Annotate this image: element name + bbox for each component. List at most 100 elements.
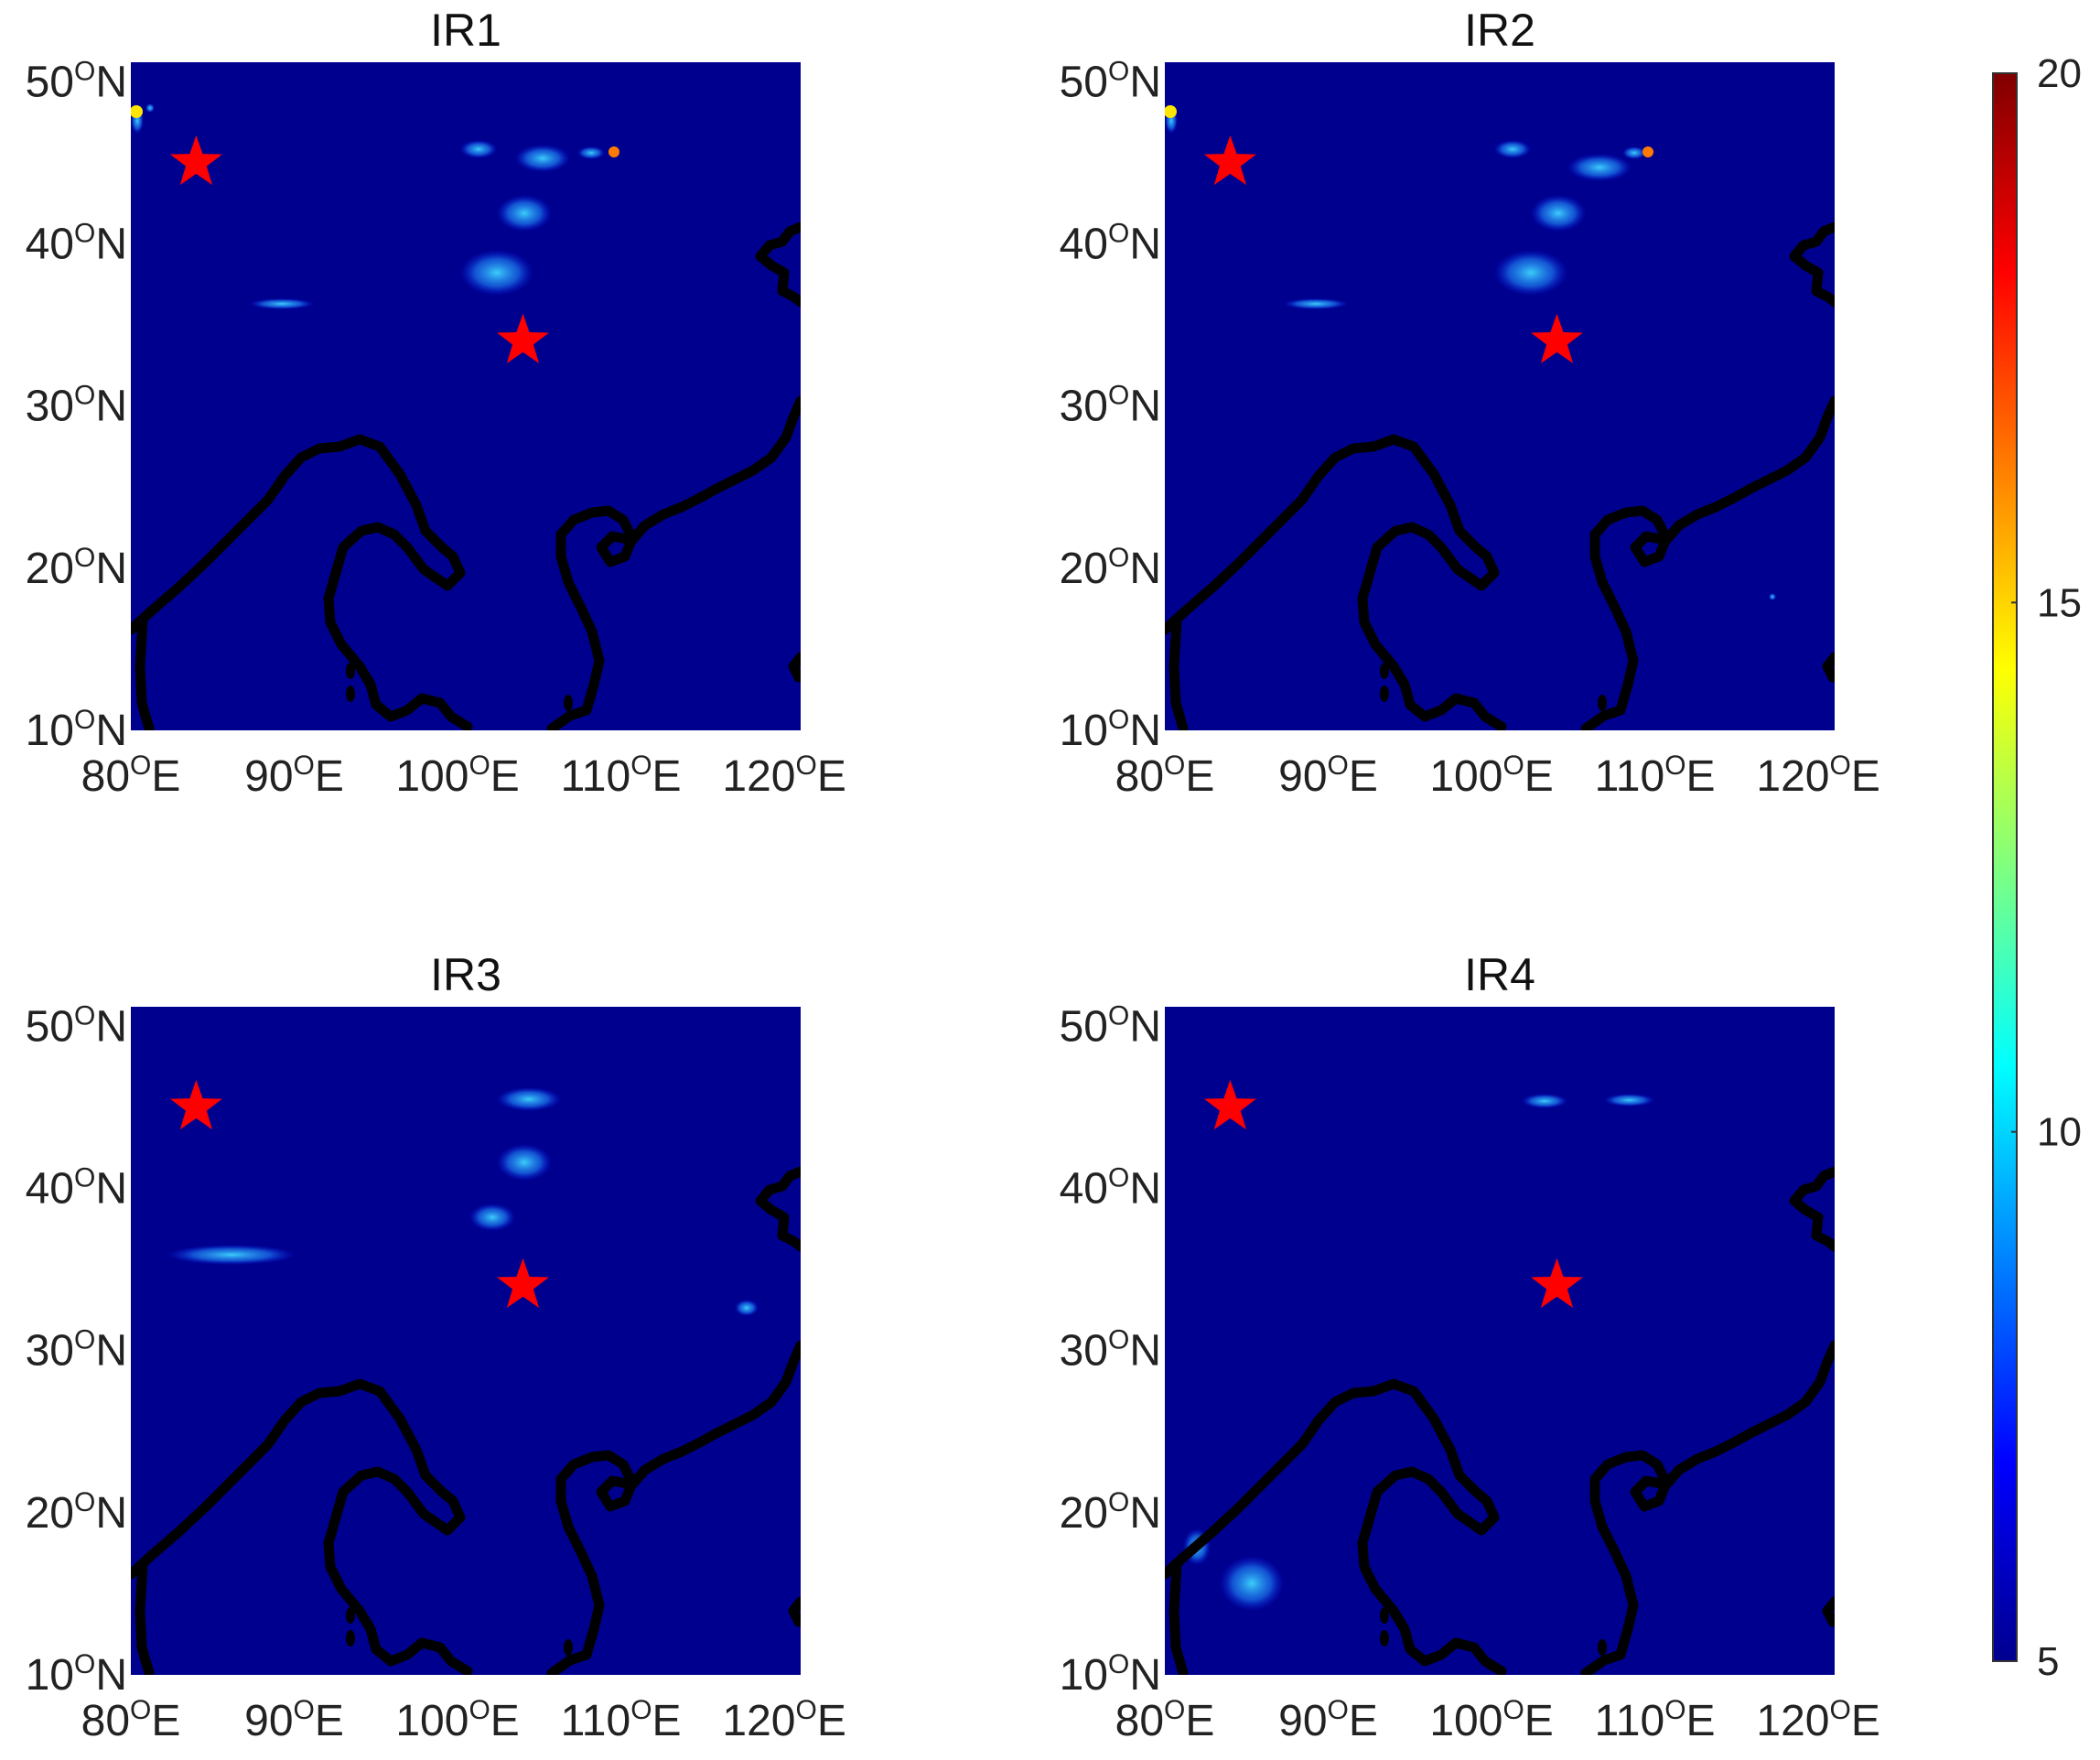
data-hotspot [460, 250, 533, 296]
coastline [1822, 652, 1835, 683]
lat-tick-label: 50ON [1060, 1000, 1161, 1051]
data-hotspot [1769, 593, 1776, 600]
panel-title: IR4 [1464, 949, 1535, 1000]
colorbar-tick-label: 5 [2037, 1639, 2059, 1684]
lon-tick-label: 80OE [1115, 1695, 1215, 1745]
map-background [131, 62, 801, 730]
lon-tick-label: 90OE [244, 750, 344, 801]
lat-tick-label: 40ON [26, 218, 127, 268]
lat-tick-label: 40ON [1060, 1162, 1161, 1213]
lat-tick-label: 20ON [26, 1487, 127, 1538]
colorbar-tick-label: 10 [2037, 1110, 2082, 1155]
coastline [1580, 1340, 1835, 1675]
coastline [788, 652, 801, 683]
data-hotspot [460, 140, 497, 158]
lon-tick-label: 120OE [1756, 750, 1879, 801]
lon-tick-label: 120OE [722, 1695, 845, 1745]
coastline [546, 395, 801, 730]
data-hotspot [497, 195, 552, 232]
colorbar-scale [1992, 72, 2018, 1662]
coastline [1165, 434, 1507, 730]
site-star-marker [169, 135, 222, 186]
site-star-marker [169, 1079, 222, 1130]
colorbar-tick-label: 15 [2037, 580, 2082, 625]
data-hotspot [515, 145, 570, 172]
lat-tick-label: 20ON [1060, 1487, 1161, 1538]
lon-tick-label: 110OE [561, 1695, 682, 1745]
lon-tick-label: 100OE [395, 750, 519, 801]
site-star-marker [1203, 1079, 1256, 1130]
coastline [1789, 221, 1835, 308]
lon-tick-label: 110OE [561, 750, 682, 801]
island [1598, 1639, 1607, 1656]
data-hotspot [1494, 140, 1531, 158]
coastline [1822, 1596, 1835, 1627]
data-hotspot [1531, 195, 1586, 232]
coastline [1580, 395, 1835, 730]
lon-tick-label: 110OE [1595, 1695, 1716, 1745]
lon-tick-label: 100OE [1429, 1695, 1553, 1745]
lat-tick-label: 30ON [26, 1325, 127, 1376]
data-hotspot [577, 146, 605, 159]
lon-tick-label: 120OE [1756, 1695, 1879, 1745]
lat-tick-label: 50ON [26, 56, 127, 106]
data-hotspot [1522, 1094, 1567, 1108]
map-background [1165, 62, 1835, 730]
lat-tick-label: 20ON [1060, 543, 1161, 593]
data-hotspot [1622, 146, 1646, 159]
coastline [131, 1378, 473, 1675]
coastline [546, 1340, 801, 1675]
coastline [1168, 1560, 1189, 1675]
lat-tick-label: 10ON [26, 705, 127, 755]
lat-tick-label: 20ON [26, 543, 127, 593]
island [346, 1630, 355, 1647]
colorbar-tick-label: 20 [2037, 51, 2082, 96]
data-hotspot [735, 1300, 759, 1316]
data-hotspot [497, 1087, 561, 1111]
coastline [788, 1596, 801, 1627]
lat-tick-label: 30ON [1060, 381, 1161, 431]
data-hotspot [145, 103, 155, 113]
data-hotspot [250, 298, 314, 309]
map-area [1165, 62, 1835, 730]
island [1598, 695, 1607, 711]
island [564, 1639, 573, 1656]
island [346, 1607, 355, 1624]
lat-tick-label: 10ON [1060, 1649, 1161, 1700]
colorbar: 20 15 10 5 [1992, 51, 2082, 1684]
coastline [131, 434, 473, 730]
lon-tick-label: 120OE [722, 750, 845, 801]
coastline [755, 1166, 801, 1252]
island [346, 686, 355, 702]
lon-tick-label: 100OE [395, 1695, 519, 1745]
map-background [131, 1007, 801, 1675]
site-star-marker [1531, 1258, 1583, 1308]
data-hotspot-peak [1165, 105, 1177, 118]
lon-tick-label: 110OE [1595, 750, 1716, 801]
lon-tick-label: 80OE [81, 750, 181, 801]
island [1380, 686, 1389, 702]
island [564, 695, 573, 711]
data-hotspot [469, 1204, 515, 1231]
map-area [131, 1007, 801, 1675]
lat-tick-label: 40ON [26, 1162, 127, 1213]
lon-tick-label: 90OE [244, 1695, 344, 1745]
data-hotspot [497, 1144, 552, 1181]
data-hotspot-peak [131, 105, 143, 118]
lon-tick-label: 80OE [81, 1695, 181, 1745]
panel-title: IR1 [430, 5, 501, 56]
island [1380, 663, 1389, 679]
map-area [1165, 1007, 1835, 1675]
site-star-marker [497, 313, 549, 363]
map-background [1165, 1007, 1835, 1675]
lat-tick-label: 50ON [1060, 56, 1161, 106]
coastline [135, 1560, 155, 1675]
coastline [135, 615, 155, 730]
site-star-marker [1531, 313, 1583, 363]
data-hotspot [1604, 1094, 1654, 1107]
data-hotspot [1284, 298, 1348, 309]
data-hotspot-peak [1642, 146, 1653, 157]
